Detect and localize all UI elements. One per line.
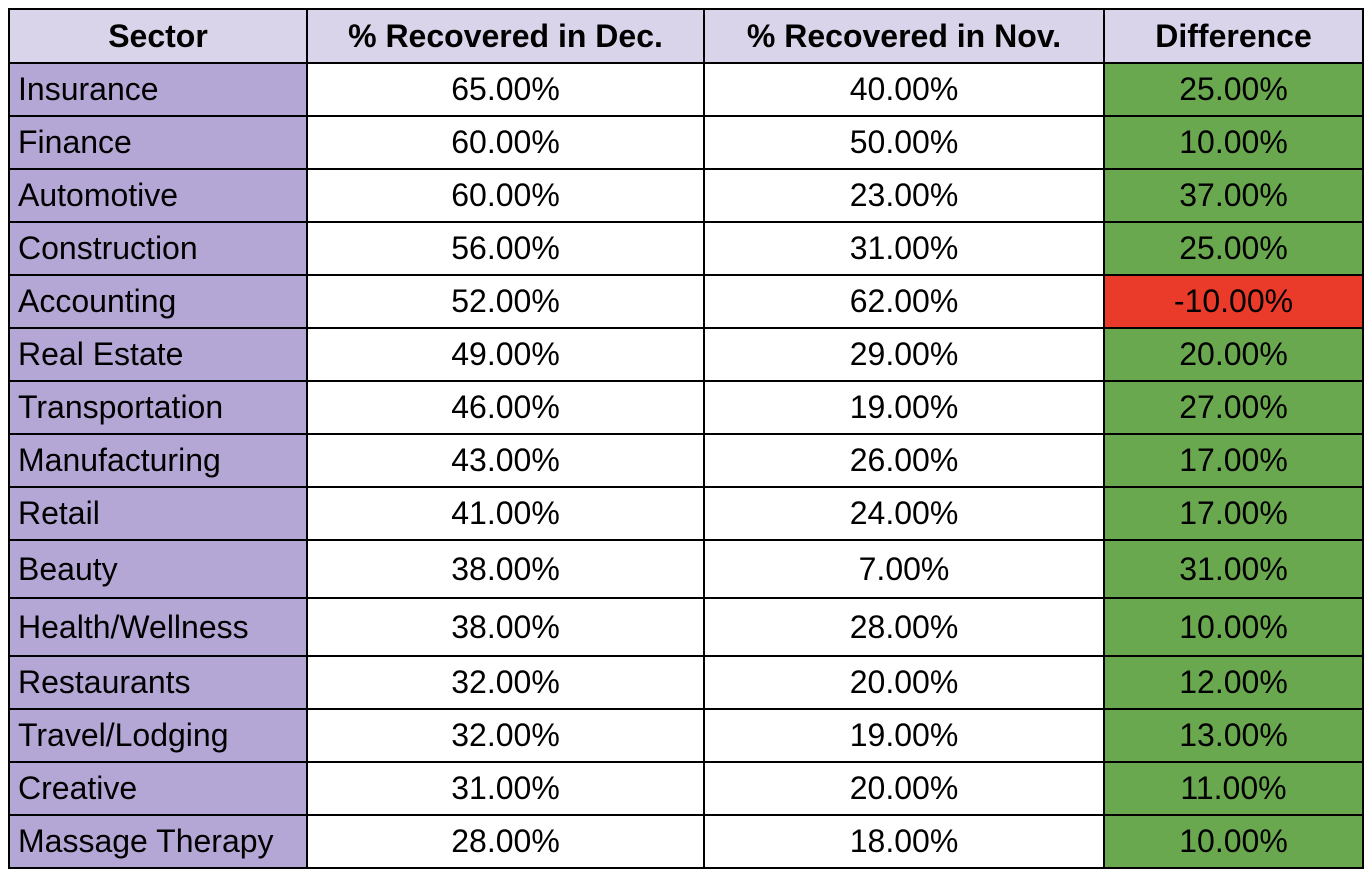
difference-cell: 12.00% xyxy=(1103,655,1364,710)
table-header: Sector % Recovered in Dec. % Recovered i… xyxy=(8,8,1364,64)
sector-cell: Creative xyxy=(8,761,308,816)
dec-cell: 56.00% xyxy=(306,221,705,276)
table-row: Finance 60.00% 50.00% 10.00% xyxy=(8,115,1364,170)
table-row: Construction 56.00% 31.00% 25.00% xyxy=(8,221,1364,276)
sector-cell: Restaurants xyxy=(8,655,308,710)
sector-cell: Health/Wellness xyxy=(8,597,308,657)
dec-cell: 38.00% xyxy=(306,597,705,657)
table-row: Accounting 52.00% 62.00% -10.00% xyxy=(8,274,1364,329)
sector-cell: Construction xyxy=(8,221,308,276)
dec-cell: 32.00% xyxy=(306,708,705,763)
nov-cell: 62.00% xyxy=(703,274,1105,329)
table-row: Beauty 38.00% 7.00% 31.00% xyxy=(8,539,1364,599)
header-recovered-dec: % Recovered in Dec. xyxy=(306,8,705,64)
dec-cell: 60.00% xyxy=(306,168,705,223)
table-row: Restaurants 32.00% 20.00% 12.00% xyxy=(8,655,1364,710)
table-row: Massage Therapy 28.00% 18.00% 10.00% xyxy=(8,814,1364,869)
difference-cell: 25.00% xyxy=(1103,62,1364,117)
dec-cell: 32.00% xyxy=(306,655,705,710)
header-difference: Difference xyxy=(1103,8,1364,64)
nov-cell: 18.00% xyxy=(703,814,1105,869)
table-row: Insurance 65.00% 40.00% 25.00% xyxy=(8,62,1364,117)
table-row: Retail 41.00% 24.00% 17.00% xyxy=(8,486,1364,541)
nov-cell: 24.00% xyxy=(703,486,1105,541)
dec-cell: 65.00% xyxy=(306,62,705,117)
dec-cell: 60.00% xyxy=(306,115,705,170)
nov-cell: 50.00% xyxy=(703,115,1105,170)
difference-cell: 25.00% xyxy=(1103,221,1364,276)
dec-cell: 28.00% xyxy=(306,814,705,869)
difference-cell: 13.00% xyxy=(1103,708,1364,763)
difference-cell: 37.00% xyxy=(1103,168,1364,223)
table-body: Insurance 65.00% 40.00% 25.00% Finance 6… xyxy=(8,62,1364,869)
table-row: Manufacturing 43.00% 26.00% 17.00% xyxy=(8,433,1364,488)
sector-cell: Accounting xyxy=(8,274,308,329)
difference-cell: 10.00% xyxy=(1103,597,1364,657)
sector-cell: Travel/Lodging xyxy=(8,708,308,763)
difference-cell: 10.00% xyxy=(1103,115,1364,170)
sector-cell: Massage Therapy xyxy=(8,814,308,869)
nov-cell: 19.00% xyxy=(703,380,1105,435)
table-row: Creative 31.00% 20.00% 11.00% xyxy=(8,761,1364,816)
difference-cell: 27.00% xyxy=(1103,380,1364,435)
dec-cell: 49.00% xyxy=(306,327,705,382)
nov-cell: 20.00% xyxy=(703,655,1105,710)
dec-cell: 52.00% xyxy=(306,274,705,329)
nov-cell: 28.00% xyxy=(703,597,1105,657)
dec-cell: 31.00% xyxy=(306,761,705,816)
header-sector: Sector xyxy=(8,8,308,64)
sector-cell: Real Estate xyxy=(8,327,308,382)
table-row: Real Estate 49.00% 29.00% 20.00% xyxy=(8,327,1364,382)
table-row: Transportation 46.00% 19.00% 27.00% xyxy=(8,380,1364,435)
nov-cell: 7.00% xyxy=(703,539,1105,599)
dec-cell: 46.00% xyxy=(306,380,705,435)
difference-cell: 31.00% xyxy=(1103,539,1364,599)
nov-cell: 20.00% xyxy=(703,761,1105,816)
difference-cell: 17.00% xyxy=(1103,486,1364,541)
difference-cell: -10.00% xyxy=(1103,274,1364,329)
sector-cell: Finance xyxy=(8,115,308,170)
sector-cell: Insurance xyxy=(8,62,308,117)
sector-cell: Retail xyxy=(8,486,308,541)
nov-cell: 23.00% xyxy=(703,168,1105,223)
table-row: Health/Wellness 38.00% 28.00% 10.00% xyxy=(8,597,1364,657)
dec-cell: 38.00% xyxy=(306,539,705,599)
difference-cell: 11.00% xyxy=(1103,761,1364,816)
dec-cell: 41.00% xyxy=(306,486,705,541)
nov-cell: 29.00% xyxy=(703,327,1105,382)
dec-cell: 43.00% xyxy=(306,433,705,488)
sector-cell: Automotive xyxy=(8,168,308,223)
sector-cell: Transportation xyxy=(8,380,308,435)
nov-cell: 26.00% xyxy=(703,433,1105,488)
nov-cell: 40.00% xyxy=(703,62,1105,117)
difference-cell: 17.00% xyxy=(1103,433,1364,488)
header-recovered-nov: % Recovered in Nov. xyxy=(703,8,1105,64)
recovery-table-container: Sector % Recovered in Dec. % Recovered i… xyxy=(8,8,1364,869)
table-row: Automotive 60.00% 23.00% 37.00% xyxy=(8,168,1364,223)
table-row: Travel/Lodging 32.00% 19.00% 13.00% xyxy=(8,708,1364,763)
nov-cell: 19.00% xyxy=(703,708,1105,763)
difference-cell: 20.00% xyxy=(1103,327,1364,382)
nov-cell: 31.00% xyxy=(703,221,1105,276)
sector-cell: Beauty xyxy=(8,539,308,599)
recovery-table: Sector % Recovered in Dec. % Recovered i… xyxy=(8,8,1364,869)
header-row: Sector % Recovered in Dec. % Recovered i… xyxy=(8,8,1364,64)
sector-cell: Manufacturing xyxy=(8,433,308,488)
difference-cell: 10.00% xyxy=(1103,814,1364,869)
